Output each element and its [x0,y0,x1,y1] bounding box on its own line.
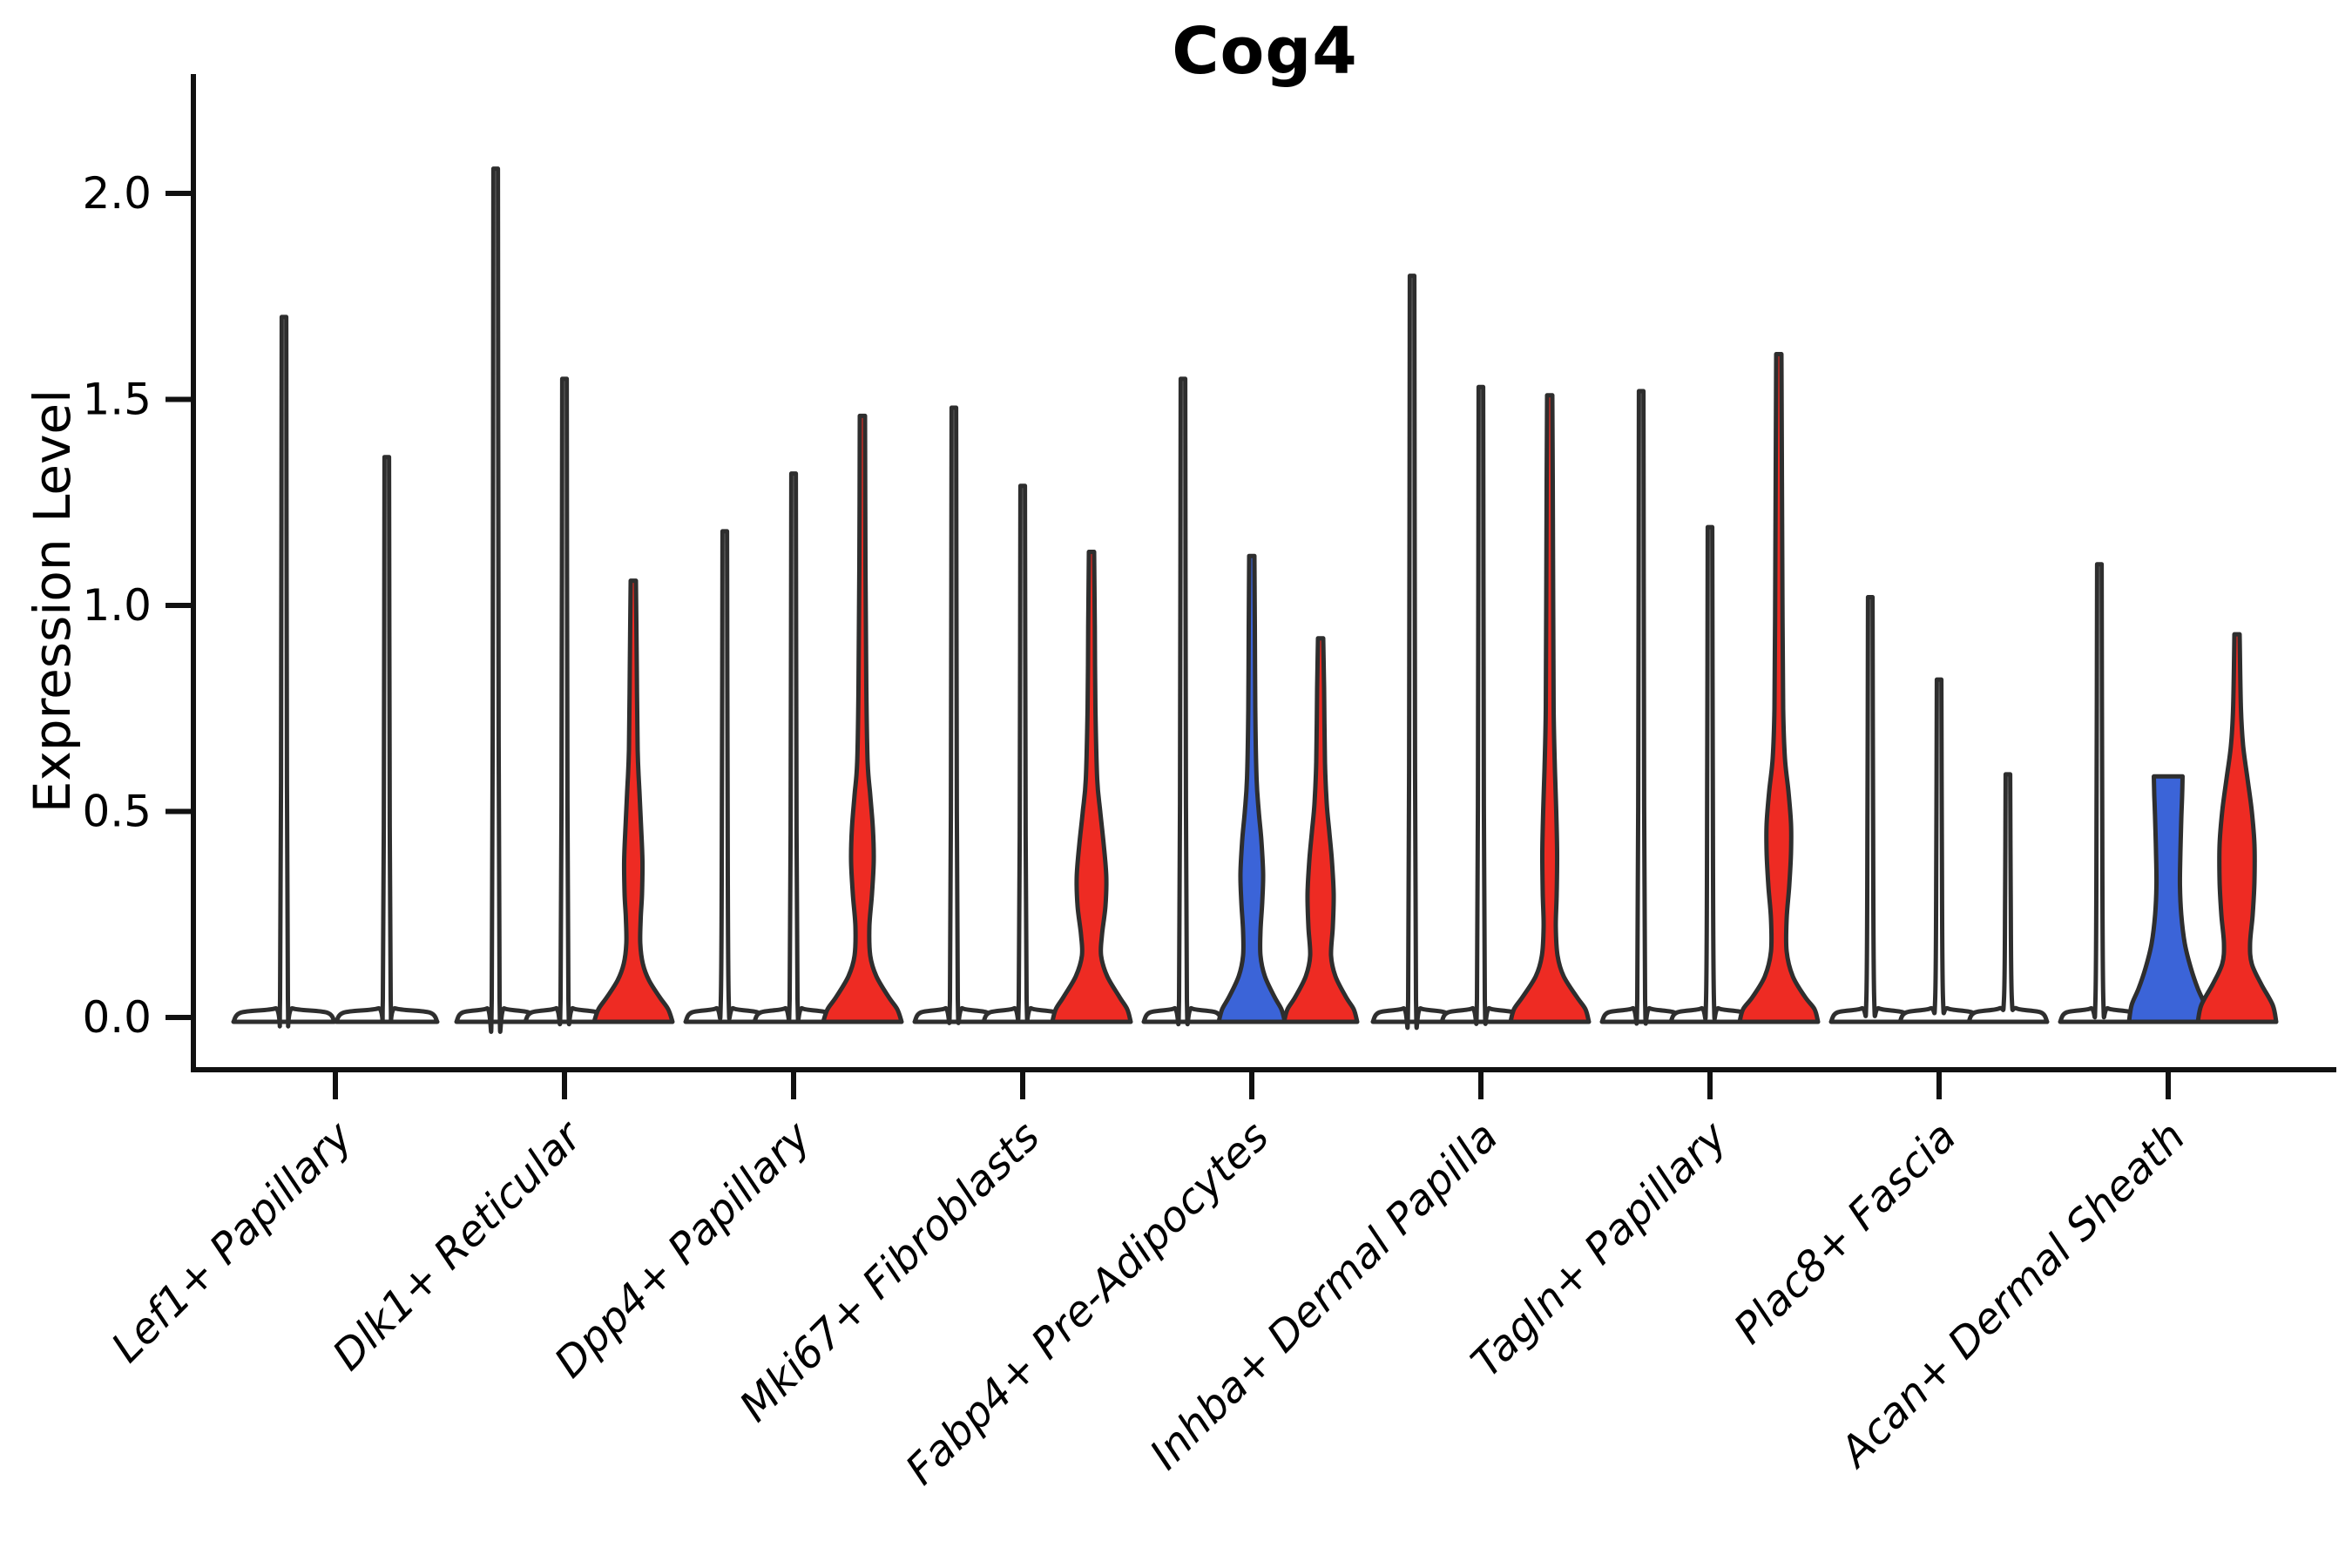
violin-5-3-red [1281,636,1360,1024]
x-tick-label: Lef1+ Papillary [102,1112,362,1372]
violin-8-3-none [1966,772,2050,1024]
chart-title: Cog4 [1172,14,1358,89]
violin-3-3-red [821,413,904,1024]
violin-1-2-none [334,455,440,1024]
violin-5-1-none [1141,376,1225,1027]
violin-7-2-none [1668,524,1752,1024]
x-tick-label: Tagln+ Papillary [1462,1112,1737,1387]
x-tick-label: Dpp4+ Papillary [545,1112,821,1387]
violin-7-3-red [1737,352,1821,1024]
violin-9-2-blue [2126,774,2210,1024]
violin-9-1-none [2058,562,2141,1024]
y-tick-label: 1.5 [82,375,152,425]
violin-8-1-none [1828,595,1912,1024]
violin-6-1-none [1370,274,1454,1031]
y-tick-label: 0.5 [82,787,152,837]
violin-4-1-none [912,405,996,1025]
violin-8-2-none [1897,677,1981,1024]
violin-4-2-none [981,483,1064,1024]
violin-6-3-red [1508,393,1592,1024]
x-tick-label: Dlk1+ Reticular [323,1111,593,1381]
violin-2-3-red [591,578,675,1024]
y-tick-label: 2.0 [82,168,152,219]
violin-4-3-red [1050,550,1133,1024]
violin-3-1-none [683,529,767,1024]
violin-6-2-none [1439,384,1523,1026]
violin-7-1-none [1599,389,1683,1026]
y-tick-label: 0.0 [82,992,152,1043]
violin-2-2-none [523,376,606,1027]
x-tick-label: Plac8+ Fascia [1725,1112,1966,1354]
y-tick-label: 1.0 [82,580,152,631]
violin-2-1-none [454,166,537,1034]
violin-9-3-red [2195,632,2279,1024]
violin-3-2-none [752,471,835,1024]
x-tick-label: Fabp4+ Pre-Adipocytes [896,1112,1279,1495]
violin-1-1-none [231,314,337,1029]
violin-5-2-blue [1216,553,1288,1024]
